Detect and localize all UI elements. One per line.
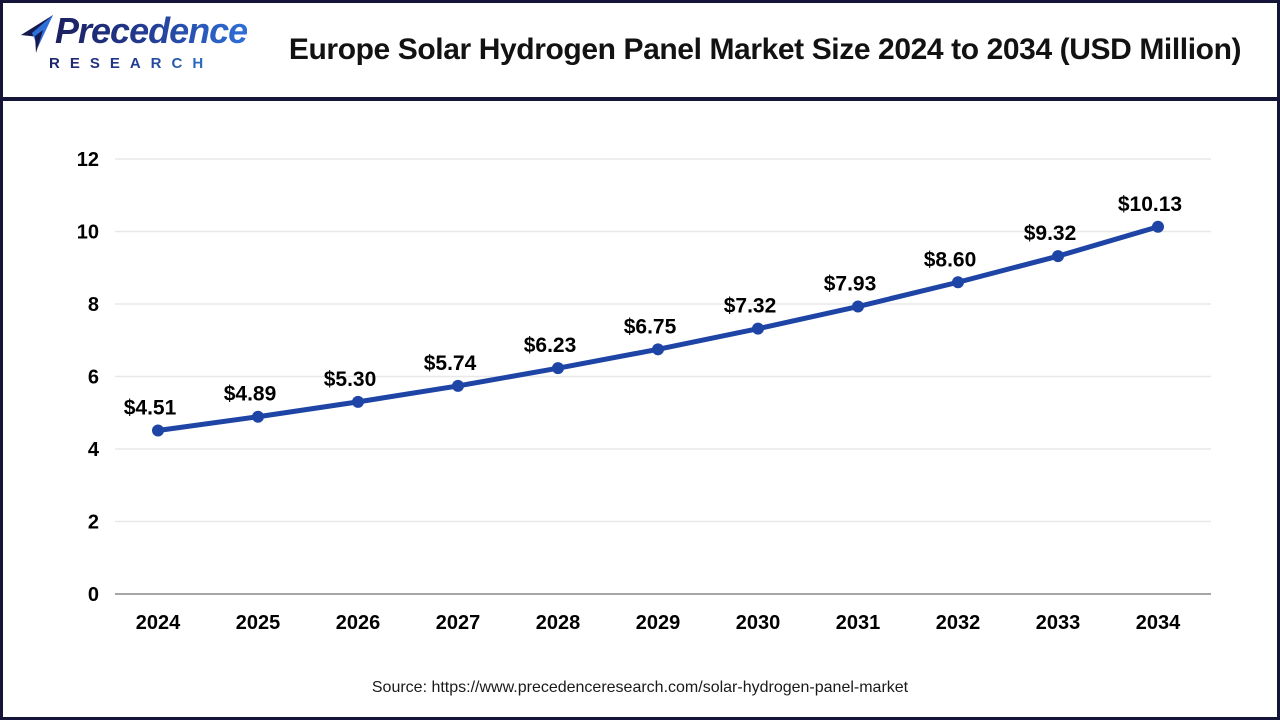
logo-sail-icon: [21, 15, 53, 53]
data-point-marker: [1152, 220, 1164, 233]
page-title: Europe Solar Hydrogen Panel Market Size …: [288, 33, 1242, 66]
data-point-label: $7.32: [724, 295, 777, 318]
x-tick-label: 2032: [936, 612, 981, 634]
data-point-marker: [952, 276, 964, 289]
x-tick-label: 2029: [636, 612, 681, 634]
y-tick-label: 12: [77, 149, 99, 171]
x-tick-label: 2025: [236, 612, 281, 634]
y-tick-label: 0: [88, 584, 99, 606]
data-point-label: $7.93: [824, 273, 877, 296]
source-note: Source: https://www.precedenceresearch.c…: [371, 679, 909, 696]
data-point-label: $5.30: [324, 368, 377, 391]
data-point-marker: [1052, 250, 1064, 263]
data-point-label: $8.60: [924, 248, 977, 271]
y-tick-label: 10: [77, 222, 99, 244]
data-point-marker: [352, 395, 364, 408]
title-wrap: Europe Solar Hydrogen Panel Market Size …: [3, 33, 1277, 67]
y-tick-label: 8: [88, 294, 99, 316]
x-tick-label: 2034: [1136, 612, 1181, 634]
data-point-label: $6.23: [524, 334, 577, 357]
data-point-marker: [152, 424, 164, 437]
chart-area: 0 2 4 6 8 10 12 2024 2025 2026 2027 2028 2029 2030 203…: [3, 101, 1277, 713]
x-tick-label: 2031: [836, 612, 881, 634]
x-tick-label: 2033: [1036, 612, 1081, 634]
y-tick-label: 4: [88, 439, 100, 461]
logo-subtitle: RESEARCH: [19, 56, 247, 71]
data-point-marker: [852, 300, 864, 313]
logo-row: Precedence: [19, 10, 248, 55]
x-tick-label: 2024: [136, 612, 181, 634]
data-point-label: $5.74: [424, 352, 477, 375]
header: Precedence RESEARCH Europe Solar Hydroge…: [3, 3, 1277, 101]
data-point-marker: [652, 343, 664, 356]
line-chart: 0 2 4 6 8 10 12 2024 2025 2026 2027 2028 2029 2030 203…: [77, 149, 1211, 634]
y-tick-label: 6: [88, 367, 99, 389]
data-point-label: $9.32: [1024, 222, 1077, 245]
data-point-marker: [552, 362, 564, 375]
x-tick-label: 2027: [436, 612, 481, 634]
data-point-label: $10.13: [1118, 193, 1182, 216]
logo-wordmark: Precedence: [55, 10, 248, 51]
y-tick-label: 2: [88, 512, 99, 534]
data-point-label: $6.75: [624, 315, 677, 338]
data-point-label: $4.51: [124, 397, 177, 420]
data-point-marker: [252, 410, 264, 423]
data-point-marker: [752, 322, 764, 335]
data-point-label: $4.89: [224, 383, 277, 406]
data-point-marker: [452, 379, 464, 392]
logo: Precedence RESEARCH: [19, 10, 248, 71]
x-tick-label: 2028: [536, 612, 581, 634]
x-tick-label: 2026: [336, 612, 381, 634]
x-tick-label: 2030: [736, 612, 781, 634]
